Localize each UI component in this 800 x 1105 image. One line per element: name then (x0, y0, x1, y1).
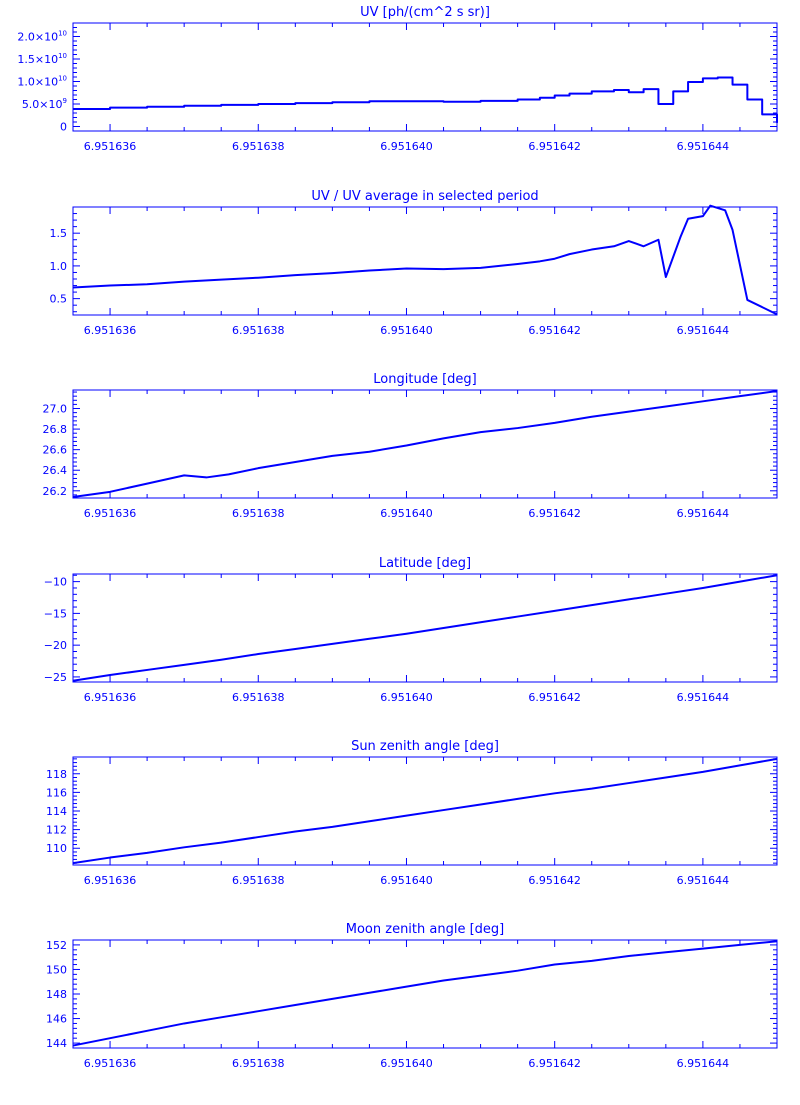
plot-frame (72, 939, 778, 1049)
y-tick-label: 152 (46, 939, 67, 952)
chart-panel-1: UV [ph/(cm^2 s sr)] 6.951636 6.951638 6.951… (17, 5, 778, 153)
x-tick-label: 6.951640 (380, 140, 433, 153)
y-tick-label: 1.5 (50, 227, 68, 240)
plot-frame (72, 206, 778, 316)
y-tick-label: 118 (46, 768, 67, 781)
y-tick-label: 0 (60, 121, 67, 134)
x-tick-label: 6.951638 (232, 140, 285, 153)
y-tick-label: 1.0×1010 (17, 75, 67, 89)
y-tick-label: 114 (46, 805, 67, 818)
x-tick-label: 6.951640 (380, 507, 433, 520)
x-tick-label: 6.951642 (528, 874, 581, 887)
chart-title: Latitude [deg] (379, 556, 471, 571)
y-tick-label: −15 (44, 607, 67, 620)
x-tick-label: 6.951642 (528, 507, 581, 520)
x-tick-label: 6.951638 (232, 324, 285, 337)
chart-title: Longitude [deg] (373, 372, 476, 387)
x-tick-label: 6.951644 (677, 691, 730, 704)
data-line (73, 76, 778, 123)
x-tick-label: 6.951636 (84, 324, 137, 337)
y-tick-label: −20 (44, 639, 67, 652)
x-tick-label: 6.951636 (84, 140, 137, 153)
x-tick-label: 6.951636 (84, 691, 137, 704)
y-tick-label: 26.4 (43, 464, 68, 477)
y-tick-label: 26.6 (43, 444, 68, 457)
x-tick-label: 6.951636 (84, 1057, 137, 1070)
chart-panel-6: Moon zenith angle [deg] 6.951636 6.951638 6… (46, 922, 778, 1070)
data-line (72, 390, 778, 498)
x-tick-label: 6.951640 (380, 874, 433, 887)
x-tick-label: 6.951642 (528, 140, 581, 153)
x-tick-label: 6.951644 (677, 507, 730, 520)
data-line (72, 204, 778, 316)
x-tick-label: 6.951642 (528, 324, 581, 337)
y-tick-label: 26.8 (43, 423, 68, 436)
chart-panel-5: Sun zenith angle [deg] 6.951636 6.951638 6.… (46, 739, 778, 887)
y-tick-label: 144 (46, 1037, 67, 1050)
x-tick-label: 6.951644 (677, 874, 730, 887)
chart-title: UV [ph/(cm^2 s sr)] (360, 5, 490, 20)
y-tick-label: 150 (46, 963, 67, 976)
plot-frame (72, 389, 778, 499)
x-tick-label: 6.951640 (380, 1057, 433, 1070)
y-tick-label: 116 (46, 786, 67, 799)
chart-title: UV / UV average in selected period (311, 189, 538, 204)
x-tick-label: 6.951640 (380, 691, 433, 704)
y-tick-label: 26.2 (43, 485, 68, 498)
data-line (72, 940, 778, 1047)
x-tick-label: 6.951638 (232, 1057, 285, 1070)
y-tick-label: −10 (44, 576, 67, 589)
x-tick-label: 6.951636 (84, 507, 137, 520)
y-tick-label: 110 (46, 842, 67, 855)
data-line (72, 574, 778, 682)
x-tick-label: 6.951644 (677, 1057, 730, 1070)
chart-panel-4: Latitude [deg] 6.951636 6.951638 6.951640 6.… (44, 556, 778, 704)
y-tick-label: 148 (46, 988, 67, 1001)
x-tick-label: 6.951644 (677, 324, 730, 337)
y-tick-label: 27.0 (43, 403, 68, 416)
chart-panel-3: Longitude [deg] 6.951636 6.951638 6.951640 6… (43, 372, 778, 520)
y-tick-label: 0.5 (50, 293, 68, 306)
plot-frame (72, 22, 778, 132)
y-tick-label: 2.0×1010 (17, 30, 67, 44)
x-tick-label: 6.951638 (232, 507, 285, 520)
x-tick-label: 6.951638 (232, 691, 285, 704)
y-tick-label: −25 (44, 671, 67, 684)
y-tick-label: 112 (46, 824, 67, 837)
y-tick-label: 1.0 (50, 260, 68, 273)
chart-panel-2: UV / UV average in selected period 6.9516… (50, 189, 778, 337)
x-tick-label: 6.951642 (528, 1057, 581, 1070)
x-tick-label: 6.951644 (677, 140, 730, 153)
chart-title: Moon zenith angle [deg] (346, 922, 504, 937)
x-tick-label: 6.951638 (232, 874, 285, 887)
data-line (72, 757, 778, 865)
x-tick-label: 6.951636 (84, 874, 137, 887)
y-tick-label: 5.0×109 (22, 97, 67, 111)
x-tick-label: 6.951640 (380, 324, 433, 337)
x-tick-label: 6.951642 (528, 691, 581, 704)
y-tick-label: 1.5×1010 (17, 52, 67, 66)
chart-title: Sun zenith angle [deg] (351, 739, 499, 754)
y-tick-label: 146 (46, 1013, 67, 1026)
plot-frame (72, 573, 778, 683)
